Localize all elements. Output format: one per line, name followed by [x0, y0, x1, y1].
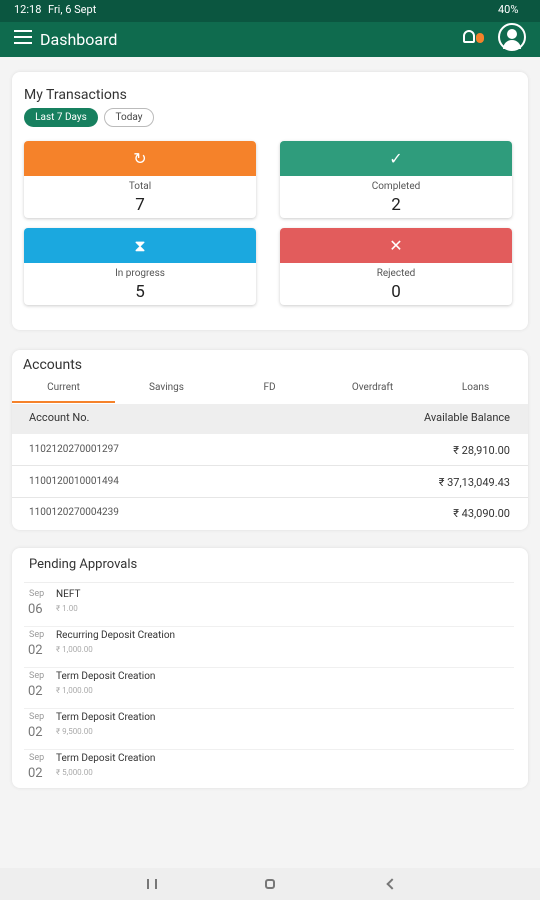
- pending-card: [12, 548, 528, 788]
- app-bar: [0, 22, 540, 57]
- tile-count: 0: [391, 282, 401, 302]
- nav-bar: [0, 868, 540, 900]
- approval-month: Sep: [29, 671, 45, 681]
- approval-day: 06: [28, 602, 43, 617]
- approval-name: NEFT: [56, 589, 81, 600]
- approval-month: Sep: [29, 712, 45, 722]
- account-tab[interactable]: Overdraft: [351, 382, 394, 393]
- profile-body: [503, 40, 521, 49]
- status-bar: [0, 0, 540, 22]
- tile-header: ✓: [280, 141, 512, 176]
- account-tab[interactable]: Current: [47, 382, 80, 393]
- divider: [24, 749, 514, 750]
- approval-amount: ₹ 1,000.00: [56, 645, 93, 654]
- profile-button[interactable]: [498, 23, 526, 51]
- account-tab[interactable]: FD: [263, 382, 276, 393]
- approval-month: Sep: [29, 589, 45, 599]
- divider: [24, 708, 514, 709]
- tile-label: Rejected: [376, 268, 416, 279]
- approval-month: Sep: [29, 630, 45, 640]
- approval-day: 02: [28, 725, 43, 740]
- tile-label: In progress: [115, 268, 165, 279]
- nav-recents[interactable]: [147, 879, 157, 889]
- approval-amount: ₹ 1.00: [56, 604, 78, 613]
- table-header: [12, 404, 528, 434]
- approval-amount: ₹ 5,000.00: [56, 768, 93, 777]
- tile-count: 2: [391, 195, 401, 215]
- account-tab[interactable]: Savings: [149, 382, 184, 393]
- divider: [24, 582, 514, 583]
- tile-header: ✕: [280, 228, 512, 263]
- accounts-card: [12, 350, 528, 530]
- account-number: 1100120010001494: [29, 475, 119, 487]
- tile-label: Total: [128, 181, 152, 192]
- nav-home[interactable]: [265, 879, 275, 889]
- tile-label: Completed: [371, 181, 421, 192]
- profile-head: [507, 29, 517, 39]
- card-title: My Transactions: [24, 87, 127, 103]
- filter-chip[interactable]: Last 7 Days: [24, 108, 98, 127]
- column-header: Available Balance: [423, 411, 510, 424]
- card-title: Pending Approvals: [29, 557, 138, 572]
- account-balance: ₹ 37,13,049.43: [438, 475, 510, 489]
- approval-month: Sep: [29, 753, 45, 763]
- approval-name: Recurring Deposit Creation: [56, 630, 176, 641]
- app-title: Dashboard: [40, 30, 118, 49]
- status-time: 12:18: [14, 3, 42, 16]
- approval-amount: ₹ 1,000.00: [56, 686, 93, 695]
- tile-count: 7: [135, 195, 145, 215]
- divider: [24, 667, 514, 668]
- approval-day: 02: [28, 684, 43, 699]
- menu-button[interactable]: [14, 30, 32, 44]
- divider: [24, 626, 514, 627]
- account-row[interactable]: [12, 467, 528, 498]
- account-number: 1100120270004239: [29, 507, 119, 518]
- account-row[interactable]: [12, 435, 528, 466]
- approval-day: 02: [28, 643, 43, 658]
- account-balance: ₹ 28,910.00: [453, 444, 510, 457]
- card-title: Accounts: [23, 357, 83, 373]
- approval-day: 02: [28, 766, 43, 781]
- tile-count: 5: [135, 282, 145, 302]
- notification-button[interactable]: [463, 30, 475, 43]
- notification-badge: [476, 33, 484, 43]
- column-header: Account No.: [29, 411, 90, 424]
- menu-line: [14, 36, 32, 38]
- approval-name: Term Deposit Creation: [56, 753, 156, 764]
- approval-name: Term Deposit Creation: [56, 712, 156, 723]
- approval-amount: ₹ 9,500.00: [56, 727, 93, 736]
- tab-indicator: [12, 401, 115, 403]
- filter-chip[interactable]: Today: [104, 108, 154, 127]
- tile-header: ⧗: [24, 228, 256, 263]
- account-tab[interactable]: Loans: [461, 382, 490, 393]
- tile-header: ↻: [24, 141, 256, 176]
- status-date: Fri, 6 Sept: [48, 3, 97, 16]
- status-battery: 40%: [498, 3, 519, 16]
- approval-name: Term Deposit Creation: [56, 671, 156, 682]
- account-number: 1102120270001297: [29, 444, 119, 455]
- account-balance: ₹ 43,090.00: [453, 507, 510, 520]
